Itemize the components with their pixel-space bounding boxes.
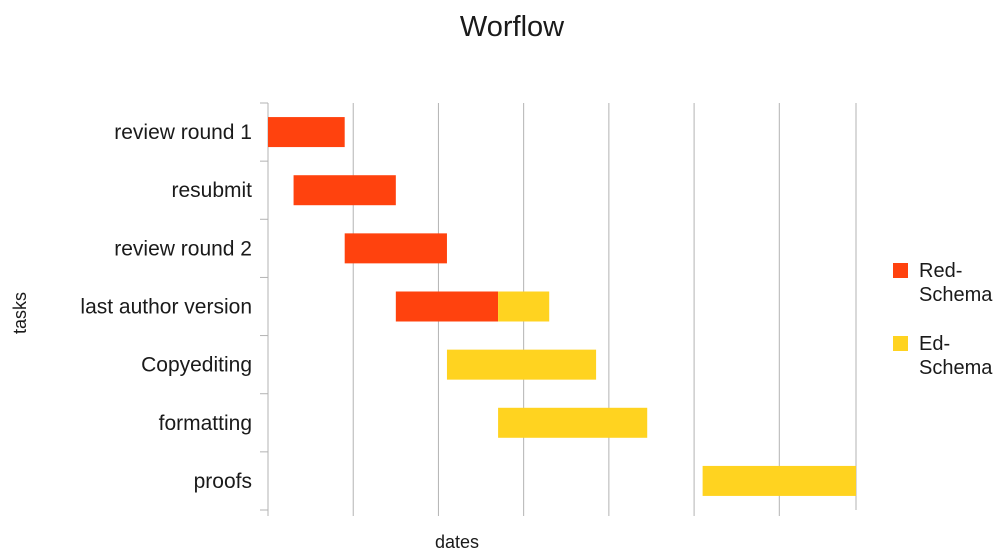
bar-red-schema-2 (344, 233, 447, 264)
legend-swatch (893, 263, 908, 278)
bar-ed-schema-3 (498, 291, 550, 322)
bars (268, 117, 856, 496)
category-label: proofs (194, 470, 252, 493)
legend-label-line: Ed- (919, 333, 950, 355)
legend-swatch (893, 336, 908, 351)
legend-label-line: Schema (919, 357, 993, 379)
category-label: review round 1 (114, 121, 252, 144)
bar-ed-schema-4 (446, 349, 597, 380)
bar-red-schema-1 (293, 175, 396, 206)
bar-red-schema-0 (268, 117, 345, 148)
category-label: Copyediting (141, 354, 252, 377)
category-label: review round 2 (114, 237, 252, 260)
x-axis-title: dates (435, 532, 479, 551)
bar-ed-schema-6 (702, 465, 856, 496)
bar-ed-schema-5 (498, 407, 648, 438)
category-label: resubmit (171, 179, 252, 202)
legend-label-line: Red- (919, 260, 962, 282)
legend-label: Red-Schema (919, 260, 993, 306)
category-label: formatting (159, 412, 252, 435)
chart-title: Worflow (460, 11, 565, 43)
bar-red-schema-3 (395, 291, 499, 322)
grid-lines (260, 102, 857, 516)
category-label: last author version (80, 296, 252, 319)
legend-label: Ed-Schema (919, 333, 993, 379)
y-axis-title: tasks (10, 292, 30, 334)
legend-label-line: Schema (919, 284, 993, 306)
category-labels: review round 1 resubmit review round 2 last… (80, 121, 252, 493)
